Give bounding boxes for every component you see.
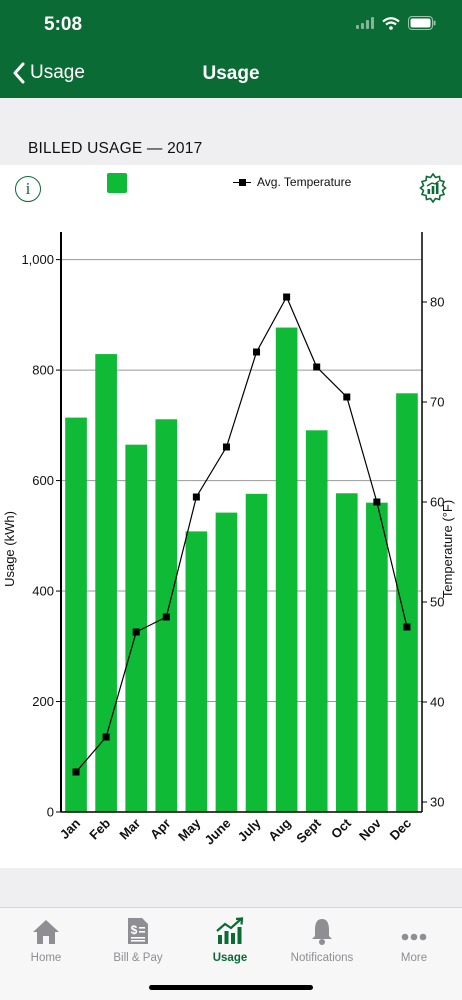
tab-bill-pay[interactable]: $ Bill & Pay [92,916,184,964]
x-tick-label: Feb [86,815,113,842]
temperature-point [313,363,321,371]
y-tick-label: 600 [32,473,54,488]
y-tick-label: 400 [32,584,54,599]
tab-usage-label: Usage [212,952,248,964]
y-tick-label: 0 [47,805,54,820]
x-tick-label: Mar [116,816,143,843]
chart-settings-icon[interactable] [418,173,448,203]
navigation-bar: Usage Usage [0,50,462,98]
page-title: Usage [202,63,260,84]
tab-more-label: More [400,952,428,964]
section-title: BILLED USAGE — 2017 [28,140,203,157]
usage-bar [215,512,238,812]
usage-bar [185,531,208,812]
y-tick-label: 200 [32,694,54,709]
tab-bar: Home $ Bill & Pay [0,907,462,1000]
chevron-left-icon [13,62,25,84]
y-axis-title: Usage (kWh) [2,511,17,587]
temperature-point [373,498,381,506]
tab-notifications[interactable]: Notifications [276,916,368,964]
temperature-point [72,768,80,776]
y2-tick-label: 30 [430,795,444,810]
tab-bill-pay-label: Bill & Pay [113,952,163,964]
battery-icon [408,16,436,30]
usage-bar [65,417,87,812]
svg-text:$: $ [131,923,138,937]
x-tick-label: May [175,815,204,844]
tab-more[interactable]: More [368,916,460,964]
usage-bar [275,327,298,812]
temperature-point [192,493,200,501]
status-icons [356,16,436,30]
legend-line-marker-icon [233,178,251,186]
temperature-point [162,613,170,621]
temperature-point [222,443,230,451]
usage-chart-card: i Avg. Temperature 0 200 400 600 800 1,000 30 4… [0,165,462,868]
y2-tick-label: 50 [430,595,444,610]
home-indicator [149,985,313,990]
usage-bar [396,393,418,812]
status-time: 5:08 [44,14,83,35]
y2-axis-title: Temperature (°F) [440,500,455,598]
back-button[interactable]: Usage [12,62,85,84]
status-bar: 5:08 [0,0,462,50]
usage-bar [305,430,328,812]
temperature-point [403,623,411,631]
bell-icon [312,919,332,945]
temperature-point [343,393,351,401]
y-tick-label: 800 [32,363,54,378]
section-header: BILLED USAGE — 2017 [0,98,462,165]
x-tick-label: Nov [356,815,385,844]
legend-temperature[interactable]: Avg. Temperature [233,175,351,189]
temperature-point [253,348,261,356]
tab-home-label: Home [30,952,62,964]
x-tick-label: Sept [293,815,324,846]
y2-tick-label: 80 [430,295,444,310]
y2-tick-label: 40 [430,695,444,710]
x-tick-label: July [235,815,265,845]
x-tick-label: Aug [265,815,294,844]
x-tick-label: Apr [147,816,173,842]
legend-usage-swatch[interactable] [107,173,127,193]
temperature-point [283,293,291,301]
x-tick-label: June [202,816,234,848]
usage-bar [335,493,358,812]
y2-tick-label: 60 [430,495,444,510]
usage-chart-icon [216,917,244,944]
tab-home[interactable]: Home [0,916,92,964]
usage-bar [125,444,148,812]
cellular-signal-icon [356,17,374,29]
temperature-point [102,733,110,741]
tab-usage[interactable]: Usage [184,916,276,964]
temperature-line [75,295,408,773]
y2-tick-label: 70 [430,395,444,410]
x-tick-label: Dec [387,816,414,843]
info-icon[interactable]: i [15,176,41,202]
tab-notifications-label: Notifications [290,952,354,964]
more-dots-icon [401,933,427,941]
x-tick-label: Oct [328,815,354,841]
home-icon [33,920,59,944]
y-tick-label: 1,000 [21,252,54,267]
legend-temperature-label: Avg. Temperature [257,175,352,189]
usage-bar [245,493,268,812]
bill-icon: $ [128,918,148,944]
x-tick-label: Jan [57,815,83,841]
usage-bar [95,354,117,812]
wifi-icon [382,16,400,30]
temperature-point [132,628,140,636]
usage-bar [366,502,388,812]
back-label: Usage [30,62,85,83]
